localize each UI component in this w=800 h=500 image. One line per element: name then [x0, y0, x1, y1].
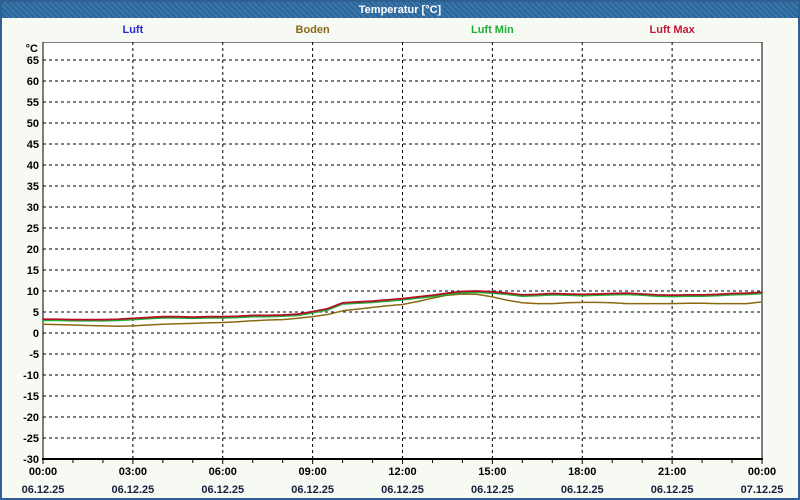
- legend-item-luft-max: Luft Max: [649, 24, 695, 36]
- x-date-label: 06.12.25: [561, 484, 604, 496]
- y-tick-label: 30: [27, 202, 39, 214]
- y-tick-label: 35: [27, 181, 39, 193]
- x-date-label: 07.12.25: [741, 484, 784, 496]
- legend-item-luft: Luft: [122, 24, 144, 36]
- y-tick-label: -30: [23, 454, 39, 466]
- x-tick-label: 03:00: [119, 466, 147, 478]
- series-line-luft-min: [42, 291, 763, 322]
- y-tick-label: -25: [23, 433, 39, 445]
- x-tick-label: 15:00: [478, 466, 506, 478]
- x-date-label: 06.12.25: [381, 484, 424, 496]
- y-tick-label: -20: [23, 412, 39, 424]
- y-tick-label: -5: [29, 349, 39, 361]
- x-date-label: 06.12.25: [201, 484, 244, 496]
- y-tick-label: 60: [27, 76, 39, 88]
- x-tick-label: 06:00: [209, 466, 237, 478]
- x-tick-label: 00:00: [748, 466, 776, 478]
- y-tick-label: 15: [27, 265, 39, 277]
- y-tick-label: 50: [27, 118, 39, 130]
- x-date-label: 06.12.25: [471, 484, 514, 496]
- series-line-luft-max: [42, 290, 763, 321]
- y-tick-label: 5: [33, 307, 39, 319]
- x-date-label: 06.12.25: [22, 484, 65, 496]
- x-date-label: 06.12.25: [651, 484, 694, 496]
- y-tick-label: -15: [23, 391, 39, 403]
- y-tick-label: -10: [23, 370, 39, 382]
- x-date-label: 06.12.25: [111, 484, 154, 496]
- y-tick-label: 45: [27, 139, 39, 151]
- y-tick-label: 0: [33, 328, 39, 340]
- title-bar: Temperatur [°C]: [2, 2, 798, 18]
- series-line-boden: [42, 293, 763, 328]
- x-date-label: 06.12.25: [291, 484, 334, 496]
- chart-title: Temperatur [°C]: [358, 4, 442, 16]
- plot-background: [43, 42, 762, 459]
- x-tick-label: 21:00: [658, 466, 686, 478]
- x-tick-label: 12:00: [388, 466, 416, 478]
- chart-plot-area: 65605550454035302520151050-5-10-15-20-25…: [22, 42, 784, 496]
- x-tick-label: 00:00: [29, 466, 57, 478]
- legend-item-boden: Boden: [295, 24, 330, 36]
- y-tick-label: 10: [27, 286, 39, 298]
- y-tick-label: 55: [27, 97, 39, 109]
- y-tick-label: 65: [27, 55, 39, 67]
- y-axis-unit-label: °C: [26, 43, 38, 55]
- y-tick-label: 20: [27, 244, 39, 256]
- chart-legend: Luft Boden Luft Min Luft Max: [43, 20, 762, 42]
- y-tick-label: 40: [27, 160, 39, 172]
- y-tick-label: 25: [27, 223, 39, 235]
- x-tick-label: 09:00: [299, 466, 327, 478]
- x-tick-label: 18:00: [568, 466, 596, 478]
- legend-item-luft-min: Luft Min: [470, 24, 514, 36]
